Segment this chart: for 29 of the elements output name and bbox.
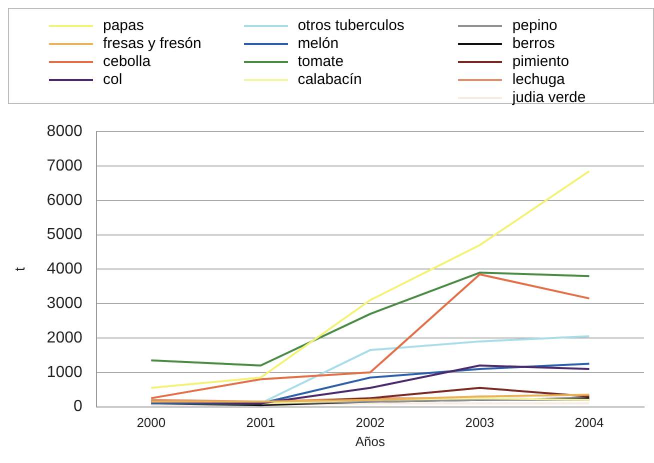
legend-label: tomate (298, 53, 344, 71)
x-tick-label: 2001 (246, 415, 276, 430)
y-tick-label: 7000 (46, 157, 82, 174)
legend-label: otros tuberculos (298, 17, 404, 35)
y-tick-label: 0 (73, 398, 82, 416)
legend-label: papas (103, 17, 144, 35)
x-axis-title: Años (355, 434, 386, 449)
y-tick-label: 5000 (46, 226, 82, 244)
y-tick-label: 6000 (46, 192, 82, 209)
y-axis-title: t (11, 267, 28, 272)
legend-label: pepino (512, 17, 558, 35)
legend-label: col (103, 71, 122, 89)
y-tick-label: 4000 (46, 260, 82, 278)
y-tick-label: 2000 (46, 329, 82, 346)
legend-label: melón (298, 35, 339, 53)
x-tick-label: 2002 (356, 415, 385, 430)
legend-label: judia verde (512, 89, 586, 107)
x-tick-label: 2000 (136, 415, 166, 430)
x-tick-label: 2004 (574, 415, 604, 430)
legend-label: calabacín (298, 71, 362, 89)
legend-label: pimiento (512, 53, 570, 71)
legend-label: lechuga (512, 71, 565, 89)
y-tick-label: 8000 (46, 123, 82, 140)
y-tick-label: 3000 (46, 295, 82, 312)
legend-label: cebolla (103, 53, 151, 71)
legend-label: berros (512, 35, 555, 53)
x-tick-label: 2003 (465, 415, 494, 430)
legend-label: fresas y fresón (103, 35, 202, 53)
y-tick-label: 1000 (46, 364, 82, 381)
